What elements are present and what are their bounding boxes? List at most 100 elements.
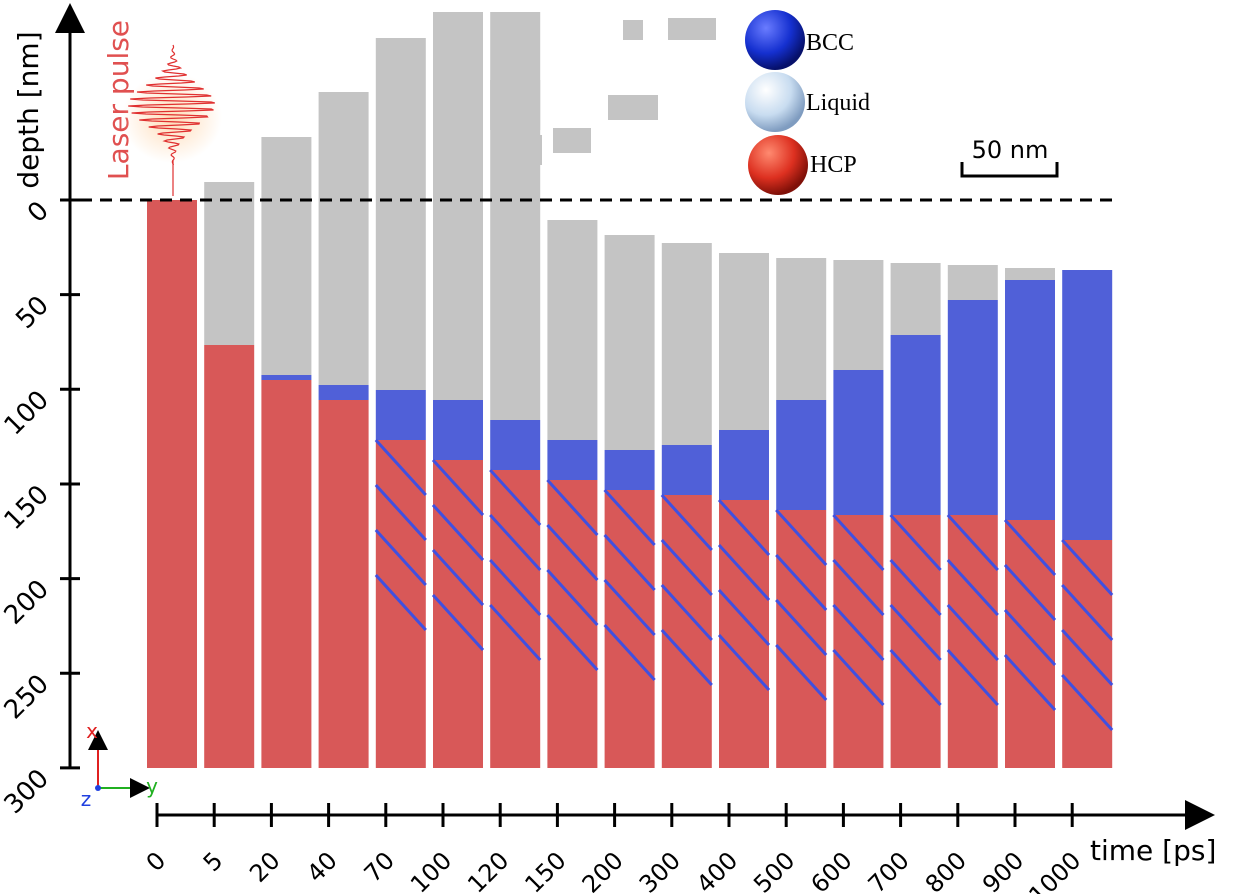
- bcc-stripe: [1061, 673, 1114, 732]
- bcc-stripe: [1003, 518, 1057, 577]
- bcc-stripe: [660, 583, 713, 642]
- liquid-region: [318, 92, 369, 385]
- bcc-stripe: [946, 558, 999, 617]
- legend-bcc: [745, 10, 805, 70]
- depth-tick-label: 200: [0, 574, 55, 630]
- bcc-stripe: [660, 493, 713, 552]
- depth-tick-label: 100: [0, 385, 55, 441]
- hcp-region: [147, 200, 197, 768]
- bcc-stripe: [546, 568, 599, 627]
- time-tick-label: 150: [519, 846, 571, 894]
- bcc-region: [433, 400, 483, 460]
- bcc-region: [776, 400, 827, 510]
- liquid-region: [947, 265, 998, 300]
- bcc-stripe: [431, 593, 485, 652]
- bcc-stripe: [889, 603, 942, 662]
- bcc-stripe: [546, 613, 599, 672]
- hcp-region: [604, 490, 655, 768]
- bcc-stripe: [775, 508, 828, 567]
- bcc-region: [261, 375, 312, 380]
- bcc-region: [318, 385, 369, 400]
- hcp-region: [947, 515, 998, 768]
- liquid-region: [719, 253, 769, 430]
- bcc-stripe: [775, 598, 828, 657]
- bcc-stripe: [660, 628, 713, 687]
- bcc-stripe: [1003, 608, 1057, 667]
- bcc-stripe: [374, 438, 427, 497]
- ejecta: [497, 135, 542, 165]
- bcc-stripe: [717, 543, 771, 602]
- bcc-region: [1005, 280, 1055, 520]
- hcp-region: [1005, 520, 1055, 768]
- bcc-region: [833, 370, 884, 515]
- bcc-region: [719, 430, 769, 500]
- bcc-stripe: [717, 498, 771, 557]
- bcc-stripe: [832, 513, 885, 572]
- bcc-region: [604, 450, 655, 490]
- depth-label: depth [nm]: [12, 31, 45, 188]
- bcc-region: [947, 300, 998, 515]
- bcc-stripe: [1003, 563, 1057, 622]
- bcc-stripe: [775, 553, 828, 612]
- bcc-stripe: [603, 578, 656, 637]
- hcp-region: [719, 500, 769, 768]
- triad-x-label: x: [86, 719, 98, 743]
- liquid-region: [261, 137, 312, 375]
- legend-hcp: [748, 135, 808, 195]
- time-tick-label: 1000: [1023, 846, 1086, 894]
- time-tick-label: 20: [244, 846, 285, 887]
- ejecta: [490, 80, 541, 130]
- liquid-region: [547, 220, 598, 440]
- bcc-region: [661, 445, 712, 495]
- hcp-region: [776, 510, 827, 768]
- bcc-stripe: [832, 603, 885, 662]
- bcc-stripe: [546, 523, 599, 582]
- legend-label: BCC: [806, 30, 854, 56]
- hcp-region: [318, 400, 369, 768]
- triad-z-label: z: [81, 787, 92, 811]
- scale-bar: [960, 162, 1059, 178]
- bcc-stripe: [431, 548, 485, 607]
- ejecta: [623, 20, 643, 40]
- bcc-stripe: [374, 528, 427, 587]
- time-tick-label: 70: [359, 846, 400, 887]
- ejecta: [668, 18, 716, 40]
- bcc-stripe: [775, 643, 828, 702]
- time-label: time [ps]: [1090, 834, 1216, 867]
- liquid-region: [204, 182, 255, 345]
- bcc-stripe: [603, 533, 656, 592]
- snapshots: [147, 12, 1114, 768]
- hcp-region: [433, 460, 483, 768]
- triad-y-label: y: [146, 774, 158, 798]
- bcc-stripe: [431, 503, 485, 562]
- bcc-stripe: [489, 513, 542, 572]
- bcc-stripe: [374, 573, 427, 632]
- legend-label: Liquid: [806, 90, 870, 116]
- depth-tick-label: 50: [10, 290, 55, 335]
- bcc-region: [547, 440, 598, 480]
- time-tick-label: 300: [634, 846, 686, 894]
- laser-pulse: [128, 44, 215, 166]
- bcc-stripe: [431, 458, 485, 517]
- depth-tick-label: 0: [22, 196, 55, 229]
- time-tick-label: 400: [691, 846, 743, 894]
- time-tick-label: 120: [462, 846, 514, 894]
- liquid-region: [375, 38, 426, 390]
- time-tick-label: 600: [805, 846, 857, 894]
- bcc-stripe: [660, 538, 713, 597]
- bcc-stripe: [1061, 628, 1114, 687]
- liquid-region: [776, 258, 827, 400]
- hcp-region: [261, 380, 312, 768]
- bcc-stripe: [946, 648, 999, 707]
- bcc-stripe: [1061, 538, 1114, 597]
- bcc-stripe: [889, 648, 942, 707]
- bcc-region: [375, 390, 426, 440]
- bcc-stripe: [717, 633, 771, 692]
- bcc-stripe: [889, 558, 942, 617]
- bcc-stripe: [489, 468, 542, 527]
- scale-bar-label: 50 nm: [972, 136, 1049, 164]
- depth-tick-label: 150: [0, 480, 55, 536]
- liquid-region: [661, 243, 712, 445]
- hcp-region: [833, 515, 884, 768]
- liquid-region: [490, 12, 541, 420]
